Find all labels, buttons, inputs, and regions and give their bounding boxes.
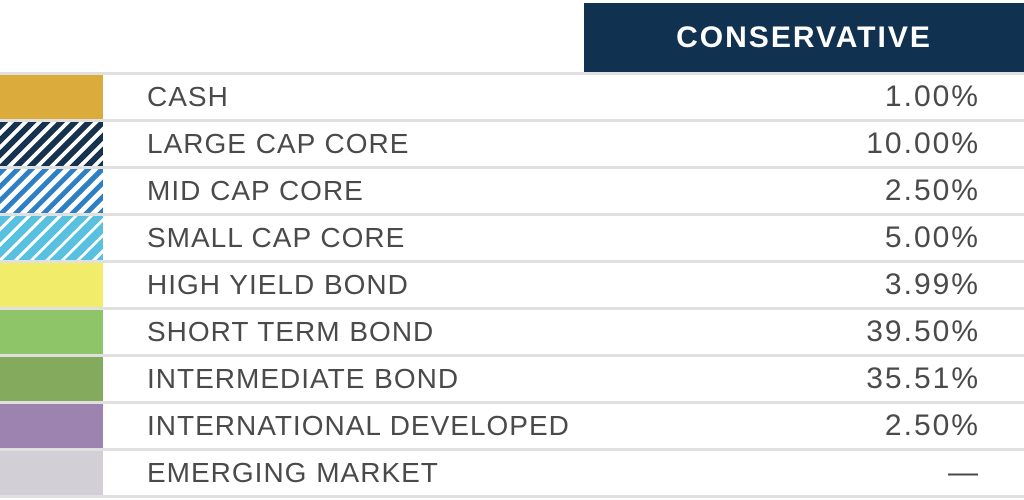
table-row-emerging-market: EMERGING MARKET —: [0, 451, 1024, 498]
table-row-intermediate-bond: INTERMEDIATE BOND 35.51%: [0, 357, 1024, 404]
large-cap-core-color-swatch: [0, 122, 103, 166]
allocation-value: 3.99%: [884, 268, 980, 301]
table-row-mid-cap-core: MID CAP CORE 2.50%: [0, 169, 1024, 216]
table-row-cash: CASH 1.00%: [0, 75, 1024, 122]
asset-class-label: EMERGING MARKET: [147, 457, 439, 488]
allocation-value: 1.00%: [884, 80, 980, 113]
asset-class-label: LARGE CAP CORE: [147, 128, 410, 159]
intermediate-bond-color-swatch: [0, 357, 103, 401]
allocation-value: 10.00%: [866, 127, 980, 160]
asset-class-label: HIGH YIELD BOND: [147, 269, 409, 300]
asset-class-label: SHORT TERM BOND: [147, 316, 435, 347]
asset-class-label: INTERMEDIATE BOND: [147, 363, 460, 394]
allocation-value: 2.50%: [884, 174, 980, 207]
mid-cap-core-color-swatch: [0, 169, 103, 213]
table-row-large-cap-core: LARGE CAP CORE 10.00%: [0, 122, 1024, 169]
high-yield-bond-color-swatch: [0, 263, 103, 307]
table-row-high-yield-bond: HIGH YIELD BOND 3.99%: [0, 263, 1024, 310]
asset-class-label: CASH: [147, 81, 229, 112]
cash-color-swatch: [0, 75, 103, 119]
allocation-value: 5.00%: [884, 221, 980, 254]
column-header-title: CONSERVATIVE: [676, 20, 932, 54]
allocation-value: —: [948, 456, 980, 489]
emerging-market-color-swatch: [0, 451, 103, 495]
asset-class-label: MID CAP CORE: [147, 175, 364, 206]
table-row-short-term-bond: SHORT TERM BOND 39.50%: [0, 310, 1024, 357]
international-developed-color-swatch: [0, 404, 103, 448]
small-cap-core-color-swatch: [0, 216, 103, 260]
table-body: CASH 1.00% LARGE CAP CORE 10.00% MID CAP COR…: [0, 72, 1024, 498]
asset-class-label: SMALL CAP CORE: [147, 222, 406, 253]
allocation-value: 2.50%: [884, 409, 980, 442]
conservative-column-header: CONSERVATIVE: [584, 3, 1024, 72]
table-row-international-developed: INTERNATIONAL DEVELOPED 2.50%: [0, 404, 1024, 451]
table-row-small-cap-core: SMALL CAP CORE 5.00%: [0, 216, 1024, 263]
asset-class-label: INTERNATIONAL DEVELOPED: [147, 410, 570, 441]
short-term-bond-color-swatch: [0, 310, 103, 354]
allocation-value: 35.51%: [866, 362, 980, 395]
allocation-value: 39.50%: [866, 315, 980, 348]
